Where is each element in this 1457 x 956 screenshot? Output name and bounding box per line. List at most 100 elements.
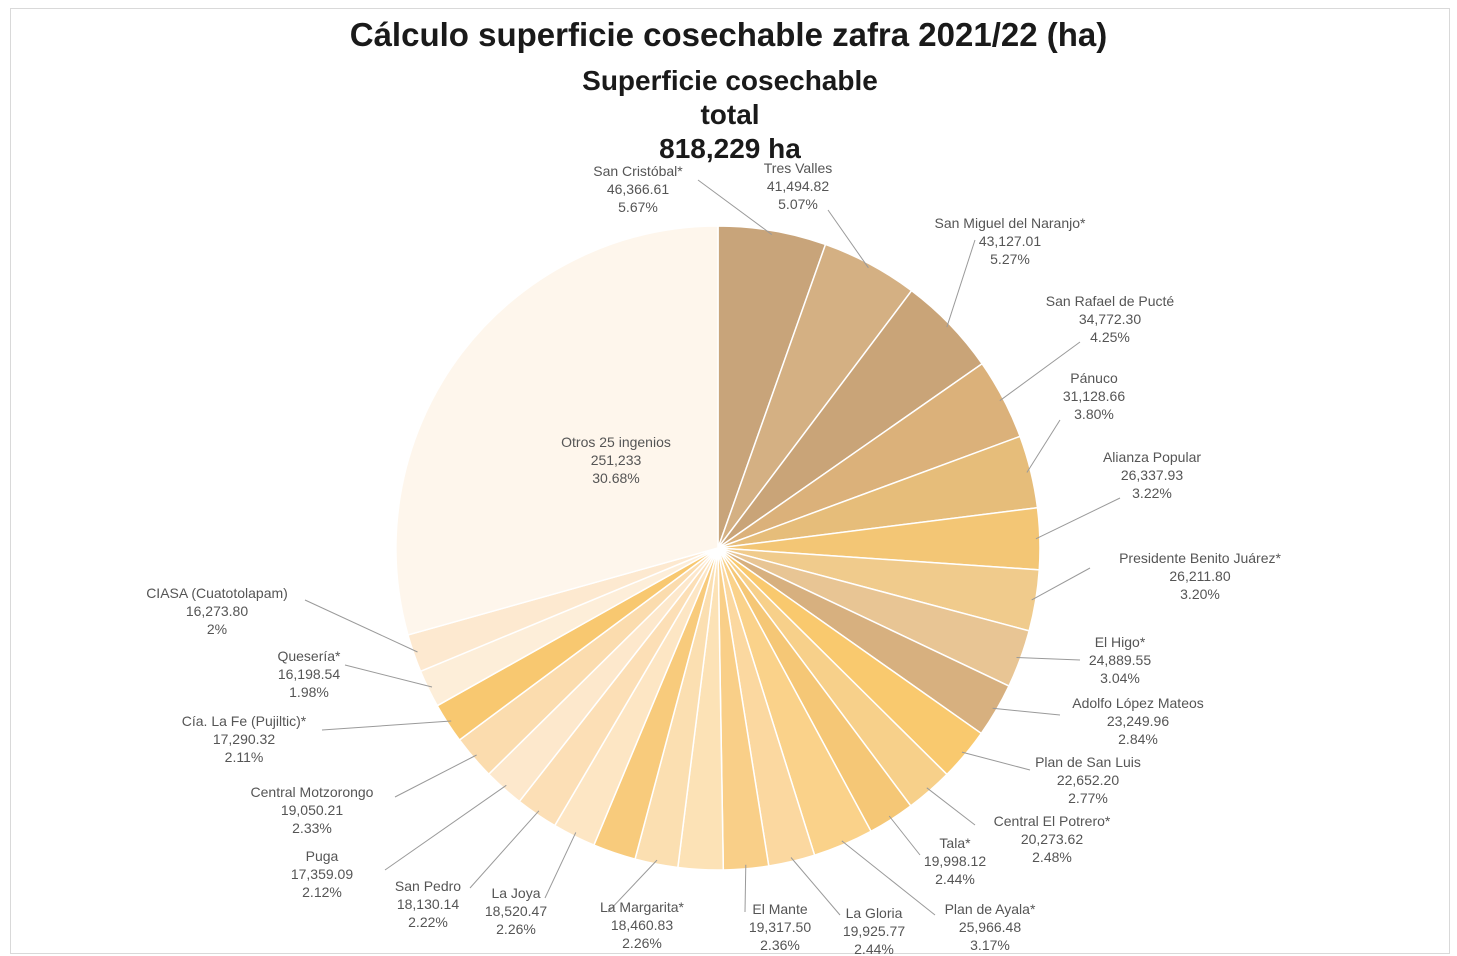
slice-label: Plan de San Luis	[1035, 754, 1141, 770]
slice-percent: 2.77%	[1068, 790, 1108, 806]
slice-label: Puga	[306, 848, 339, 864]
slice-label: Presidente Benito Juárez*	[1119, 550, 1281, 566]
leader-line	[607, 859, 658, 913]
slice-percent: 2%	[207, 621, 227, 637]
slice-value: 16,198.54	[278, 666, 340, 682]
slice-percent: 4.25%	[1090, 329, 1130, 345]
slice-label: Central El Potrero*	[994, 813, 1111, 829]
slice-value: 20,273.62	[1021, 831, 1083, 847]
slice-percent: 2.11%	[225, 749, 264, 765]
leader-line	[697, 179, 773, 236]
slice-percent: 2.44%	[854, 941, 894, 956]
slice-label: La Joya	[491, 885, 540, 901]
slice-percent: 2.26%	[496, 921, 536, 937]
leader-line	[744, 864, 747, 913]
slice-percent: 2.33%	[292, 820, 332, 836]
leader-line	[841, 840, 936, 916]
leader-line	[992, 707, 1061, 716]
slice-value: 31,128.66	[1063, 388, 1125, 404]
subtitle-line-3: 818,229 ha	[659, 133, 801, 164]
slice-value: 34,772.30	[1079, 311, 1141, 327]
slice-value: 251,233	[591, 452, 642, 468]
slice-percent: 30.68%	[592, 470, 639, 486]
subtitle-line-2: total	[700, 99, 760, 130]
slice-value: 16,273.80	[186, 603, 248, 619]
slice-label: San Rafael de Pucté	[1046, 293, 1175, 309]
leader-line	[1031, 567, 1091, 601]
slice-label: Adolfo López Mateos	[1072, 695, 1204, 711]
leader-line	[888, 815, 921, 856]
slice-percent: 5.07%	[778, 196, 818, 212]
leader-line	[926, 787, 976, 826]
leader-line	[1026, 419, 1061, 473]
slice-label: Otros 25 ingenios	[561, 434, 671, 450]
leader-line	[1035, 497, 1121, 540]
slice-value: 19,317.50	[749, 919, 811, 935]
leader-line	[946, 239, 976, 328]
slice-percent: 3.17%	[970, 937, 1010, 953]
slice-label: El Mante	[752, 901, 807, 917]
slice-label: Tala*	[939, 835, 971, 851]
slice-label: Cía. La Fe (Pujiltic)*	[182, 713, 307, 729]
slice-value: 19,998.12	[924, 853, 986, 869]
slice-value: 18,520.47	[485, 903, 547, 919]
leader-line	[1016, 657, 1081, 661]
slice-percent: 5.67%	[618, 199, 658, 215]
slice-label: Pánuco	[1070, 370, 1118, 386]
slice-percent: 5.27%	[990, 251, 1030, 267]
subtitle-line-1: Superficie cosechable	[582, 65, 878, 96]
slice-percent: 2.26%	[622, 935, 662, 951]
slice-value: 18,130.14	[397, 896, 459, 912]
slice-value: 25,966.48	[959, 919, 1021, 935]
slice-percent: 1.98%	[289, 684, 329, 700]
chart-subtitle: Superficie cosechable total 818,229 ha	[530, 64, 930, 166]
pie-slice	[395, 225, 719, 636]
leader-line	[999, 341, 1081, 402]
leader-line	[961, 751, 1031, 771]
slice-label: Plan de Ayala*	[945, 901, 1036, 917]
slice-value: 46,366.61	[607, 181, 669, 197]
slice-value: 41,494.82	[767, 178, 829, 194]
slice-value: 17,359.09	[291, 866, 353, 882]
slice-value: 26,337.93	[1121, 467, 1183, 483]
slice-percent: 2.12%	[302, 884, 342, 900]
slice-value: 17,290.32	[213, 731, 275, 747]
slice-percent: 2.48%	[1032, 849, 1072, 865]
slice-value: 24,889.55	[1089, 652, 1151, 668]
slice-value: 23,249.96	[1107, 713, 1169, 729]
leader-line	[384, 784, 507, 871]
slice-value: 19,925.77	[843, 923, 905, 939]
slice-label: San Pedro	[395, 878, 461, 894]
leader-line	[544, 832, 577, 899]
leader-line	[344, 664, 433, 688]
slice-label: San Miguel del Naranjo*	[935, 215, 1087, 231]
slice-value: 22,652.20	[1057, 772, 1119, 788]
chart-title: Cálculo superficie cosechable zafra 2021…	[349, 16, 1108, 53]
leader-line	[321, 720, 452, 731]
leader-line	[469, 810, 540, 889]
slice-label: Tres Valles	[764, 160, 832, 176]
slice-label: La Gloria	[846, 905, 903, 921]
slice-label: Alianza Popular	[1103, 449, 1201, 465]
leader-line	[304, 599, 418, 653]
slice-percent: 3.20%	[1180, 586, 1220, 602]
slice-label: San Cristóbal*	[593, 163, 683, 179]
slice-percent: 2.36%	[760, 937, 800, 953]
slice-value: 18,460.83	[611, 917, 673, 933]
slice-percent: 3.04%	[1100, 670, 1140, 686]
slice-label: La Margarita*	[600, 899, 685, 915]
slice-percent: 2.22%	[408, 914, 448, 930]
leader-line	[827, 209, 869, 269]
slice-label: Central Motzorongo	[251, 784, 374, 800]
slice-label: CIASA (Cuatotolapam)	[146, 585, 288, 601]
leader-line	[790, 857, 841, 916]
slice-percent: 2.84%	[1118, 731, 1158, 747]
leader-line	[394, 754, 477, 798]
slice-value: 26,211.80	[1169, 568, 1230, 584]
slice-value: 19,050.21	[281, 802, 343, 818]
slice-value: 43,127.01	[979, 233, 1041, 249]
slice-label: Quesería*	[277, 648, 341, 664]
slice-label: El Higo*	[1095, 634, 1146, 650]
slice-percent: 3.80%	[1074, 406, 1114, 422]
